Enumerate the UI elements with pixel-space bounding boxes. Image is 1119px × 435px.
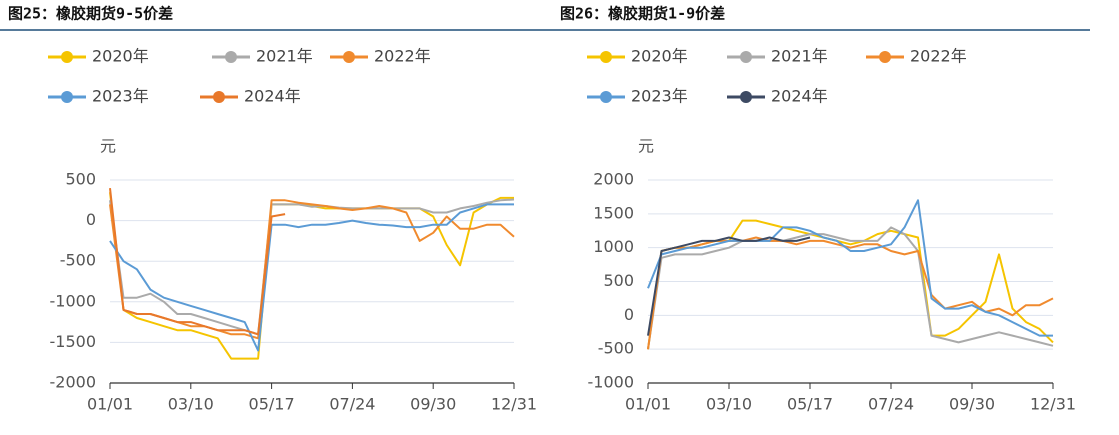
legend-label: 2022年 (374, 47, 431, 66)
legend-label: 2024年 (244, 87, 301, 106)
y-tick-label: -2000 (50, 373, 97, 392)
series-line (647, 226, 1054, 350)
x-tick-label: 01/01 (87, 395, 133, 414)
legend-marker (343, 51, 355, 63)
x-tick-label: 12/31 (491, 395, 537, 414)
legend-label: 2024年 (771, 87, 828, 106)
y-tick-label: -1500 (50, 332, 97, 351)
x-tick-label: 03/10 (168, 395, 214, 414)
y-tick-label: 1500 (593, 203, 634, 222)
x-tick-label: 01/01 (625, 395, 671, 414)
legend-label: 2020年 (631, 47, 688, 66)
legend-marker (740, 51, 752, 63)
y-tick-label: 500 (603, 271, 634, 290)
y-tick-label: 2000 (593, 170, 634, 189)
series-line (647, 199, 1053, 337)
y-tick-label: 500 (65, 170, 96, 189)
y-axis-label: 元 (100, 137, 116, 156)
legend-marker (600, 91, 612, 103)
legend-label: 2022年 (910, 47, 967, 66)
y-tick-label: 1000 (593, 237, 634, 256)
x-tick-label: 05/17 (787, 395, 833, 414)
y-axis-label: 元 (638, 137, 654, 156)
legend-label: 2023年 (92, 87, 149, 106)
legend-label: 2023年 (631, 87, 688, 106)
legend-marker (879, 51, 891, 63)
y-tick-label: 0 (624, 305, 634, 324)
x-tick-label: 07/24 (868, 395, 914, 414)
legend-label: 2021年 (771, 47, 828, 66)
y-tick-label: -1000 (50, 291, 97, 310)
x-tick-label: 09/30 (949, 395, 995, 414)
legend-marker (61, 91, 73, 103)
legend-label: 2021年 (256, 47, 313, 66)
chart-title: 图25：橡胶期货9-5价差 (8, 5, 173, 23)
x-tick-label: 09/30 (410, 395, 456, 414)
legend-marker (213, 91, 225, 103)
series-line (109, 198, 515, 336)
x-tick-label: 12/31 (1030, 395, 1076, 414)
y-tick-label: -500 (60, 251, 96, 270)
x-tick-label: 05/17 (249, 395, 295, 414)
legend-marker (740, 91, 752, 103)
x-tick-label: 03/10 (706, 395, 752, 414)
y-tick-label: -1000 (588, 373, 635, 392)
legend-marker (225, 51, 237, 63)
x-tick-label: 07/24 (329, 395, 375, 414)
y-tick-label: -500 (598, 339, 634, 358)
legend-label: 2020年 (92, 47, 149, 66)
legend-marker (600, 51, 612, 63)
series-line (109, 203, 514, 352)
y-tick-label: 0 (86, 210, 96, 229)
series-line (647, 236, 811, 336)
chart-title: 图26：橡胶期货1-9价差 (560, 5, 725, 23)
legend-marker (61, 51, 73, 63)
series-line (109, 187, 286, 336)
